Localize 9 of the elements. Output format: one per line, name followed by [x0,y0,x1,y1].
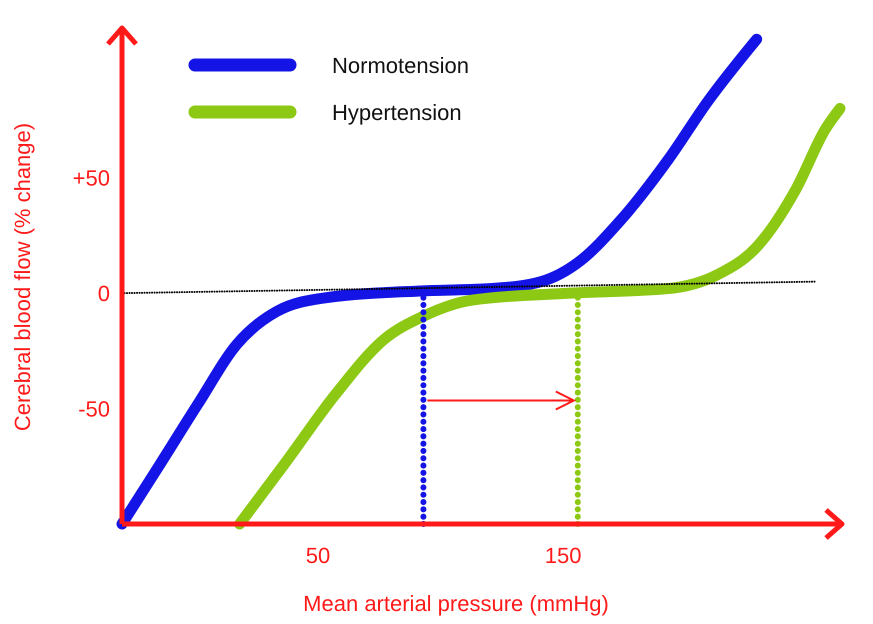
y-tick-label: +50 [72,166,110,191]
y-tick-label: -50 [78,396,110,422]
legend-label: Hypertension [332,100,462,125]
y-axis-title: Cerebral blood flow (% change) [10,122,35,432]
legend-label: Normotension [332,53,469,78]
x-tick-label: 50 [306,543,330,568]
x-axis-title: Mean arterial pressure (mmHg) [303,591,609,616]
x-tick-label: 150 [544,543,582,568]
y-tick-label: 0 [98,281,110,306]
